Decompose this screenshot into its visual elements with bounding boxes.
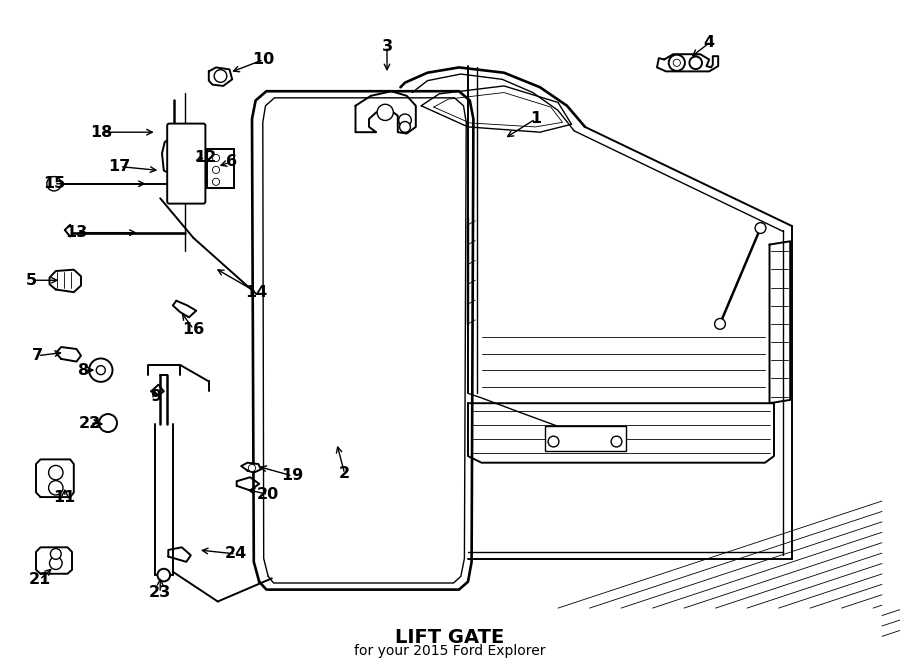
Text: LIFT GATE: LIFT GATE [395,629,505,647]
Bar [544,426,626,451]
Text: 17: 17 [109,159,130,174]
Text: 3: 3 [382,39,392,54]
Circle shape [399,114,411,127]
Circle shape [50,549,61,559]
Text: 10: 10 [253,52,274,67]
Circle shape [96,366,105,375]
Text: 19: 19 [282,469,303,483]
Text: 1: 1 [530,112,541,126]
Circle shape [214,69,227,83]
Text: 11: 11 [54,490,76,504]
Text: 21: 21 [29,572,50,587]
Text: 4: 4 [704,36,715,50]
Text: 14: 14 [246,285,267,299]
Circle shape [548,436,559,447]
Circle shape [99,414,117,432]
Circle shape [47,176,61,191]
Text: 15: 15 [43,176,65,191]
Circle shape [689,56,702,69]
Text: 22: 22 [79,416,101,430]
Circle shape [755,223,766,233]
Text: 13: 13 [66,225,87,240]
Text: 6: 6 [226,155,237,169]
Text: 23: 23 [149,586,171,600]
Circle shape [50,557,62,570]
Text: 9: 9 [150,389,161,404]
Circle shape [611,436,622,447]
Text: 18: 18 [91,125,112,139]
Text: 24: 24 [225,547,247,561]
Circle shape [89,358,112,382]
Text: 2: 2 [339,467,350,481]
Circle shape [377,104,393,120]
Text: 20: 20 [257,487,279,502]
Text: 8: 8 [78,363,89,377]
Bar [207,149,234,188]
Text: for your 2015 Ford Explorer: for your 2015 Ford Explorer [355,644,545,658]
Circle shape [158,568,170,582]
Circle shape [400,122,410,132]
Circle shape [669,55,685,71]
Text: 12: 12 [194,150,216,165]
Circle shape [49,481,63,495]
Circle shape [212,155,220,161]
Text: 5: 5 [26,273,37,288]
Circle shape [248,465,256,471]
Text: 7: 7 [32,348,43,363]
Circle shape [715,319,725,329]
Text: 16: 16 [183,322,204,336]
Circle shape [212,178,220,185]
FancyBboxPatch shape [167,124,205,204]
Circle shape [212,167,220,173]
Circle shape [49,465,63,480]
Circle shape [673,59,680,66]
